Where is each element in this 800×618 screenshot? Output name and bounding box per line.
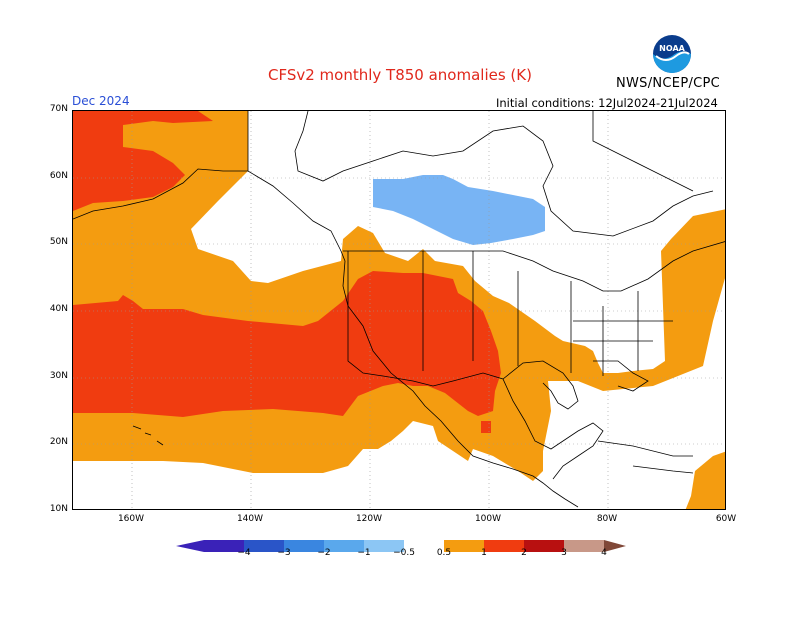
colorbar-arrow-low <box>176 540 204 552</box>
lon-label-140w: 140W <box>236 514 264 524</box>
colorbar-label: −3 <box>277 548 291 558</box>
lat-label-70n: 70N <box>49 104 68 114</box>
lon-label-60w: 60W <box>715 514 737 524</box>
color-bar <box>176 537 626 556</box>
lat-label-50n: 50N <box>49 237 68 247</box>
svg-text:NOAA: NOAA <box>659 44 685 53</box>
colorbar-label: 2 <box>521 548 527 558</box>
colorbar-label: 1 <box>481 548 487 558</box>
lon-label-120w: 120W <box>355 514 383 524</box>
lat-label-10n: 10N <box>49 504 68 514</box>
lon-label-160w: 160W <box>117 514 145 524</box>
colorbar-label: 3 <box>561 548 567 558</box>
colorbar-label: −4 <box>237 548 251 558</box>
lat-label-40n: 40N <box>49 304 68 314</box>
anomaly-region-red-south <box>73 271 501 417</box>
forecast-month: Dec 2024 <box>72 94 130 108</box>
colorbar-label: 4 <box>601 548 607 558</box>
lon-label-100w: 100W <box>474 514 502 524</box>
initial-conditions: Initial conditions: 12Jul2024-21Jul2024 <box>496 96 718 110</box>
colorbar-label: 0.5 <box>436 548 452 558</box>
colorbar-label: −1 <box>357 548 371 558</box>
lat-label-20n: 20N <box>49 437 68 447</box>
map-title: CFSv2 monthly T850 anomalies (K) <box>268 66 532 84</box>
anomaly-region-red-north <box>73 111 213 211</box>
noaa-logo: NOAA <box>652 34 692 74</box>
agency-label: NWS/NCEP/CPC <box>616 76 721 91</box>
colorbar-arrow-high <box>604 540 626 552</box>
graticule <box>73 111 725 509</box>
lat-label-30n: 30N <box>49 371 68 381</box>
anomaly-region-blue <box>373 175 545 245</box>
coastlines <box>73 111 725 508</box>
lon-label-80w: 80W <box>596 514 618 524</box>
lat-label-60n: 60N <box>49 171 68 181</box>
colorbar-label: −2 <box>317 548 331 558</box>
anomaly-map <box>72 110 726 510</box>
colorbar-label: −0.5 <box>393 548 415 558</box>
